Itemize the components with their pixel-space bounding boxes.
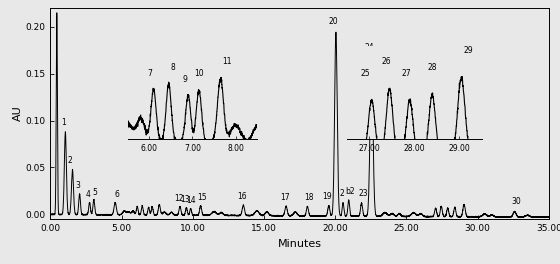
Text: 20: 20 — [328, 17, 338, 26]
Text: 2: 2 — [339, 190, 344, 199]
Text: 13: 13 — [180, 195, 190, 204]
Y-axis label: AU: AU — [13, 106, 22, 121]
Text: 1: 1 — [61, 118, 66, 127]
Text: 12: 12 — [174, 194, 183, 203]
Text: 5: 5 — [93, 188, 97, 197]
Text: b2: b2 — [346, 187, 355, 196]
Text: 23: 23 — [358, 190, 368, 199]
Text: 2: 2 — [68, 156, 73, 165]
Text: 6: 6 — [114, 190, 119, 199]
Text: 17: 17 — [280, 193, 290, 202]
X-axis label: Minutes: Minutes — [278, 239, 321, 248]
Text: 16: 16 — [237, 192, 247, 201]
Text: 4: 4 — [86, 190, 90, 199]
Text: 15: 15 — [197, 193, 207, 202]
Text: 14: 14 — [186, 196, 195, 205]
Text: 24: 24 — [365, 43, 374, 52]
Text: 19: 19 — [323, 192, 332, 201]
Text: 30: 30 — [512, 197, 521, 206]
Text: 3: 3 — [76, 181, 81, 190]
Text: 18: 18 — [304, 193, 314, 202]
